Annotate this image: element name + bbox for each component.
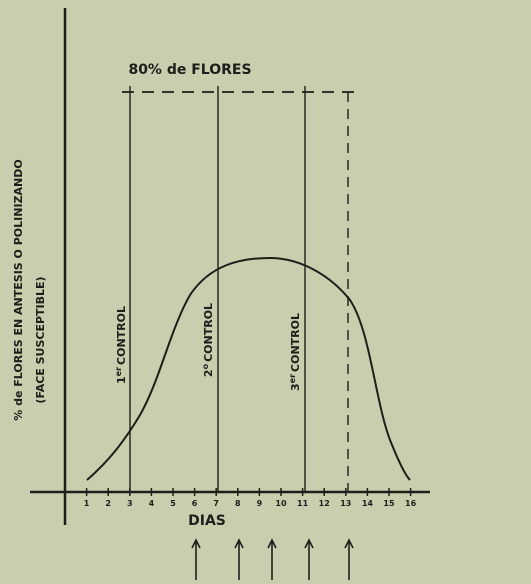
arrow bbox=[267, 538, 277, 580]
arrow bbox=[191, 538, 201, 580]
control-number: 2 bbox=[202, 369, 215, 377]
control-label: 3er CONTROL bbox=[288, 313, 302, 391]
x-tick-label: 14 bbox=[362, 499, 374, 508]
control-suffix: er bbox=[288, 374, 297, 383]
arrow bbox=[234, 538, 244, 580]
control-word: CONTROL bbox=[289, 313, 302, 372]
control-number: 1 bbox=[115, 376, 128, 384]
x-tick-label: 1 bbox=[84, 499, 90, 508]
x-tick-label: 6 bbox=[192, 499, 198, 508]
control-label: 1er CONTROL bbox=[114, 306, 128, 384]
x-tick-label: 16 bbox=[405, 499, 417, 508]
flowering-curve bbox=[86, 256, 411, 481]
arrow bbox=[344, 538, 354, 580]
control-label: 2oCONTROL bbox=[201, 303, 215, 377]
y-axis-label: % de FLORES EN ANTESIS O POLINIZANDO bbox=[12, 159, 25, 420]
x-tick-label: 9 bbox=[257, 499, 263, 508]
control-word: CONTROL bbox=[115, 306, 128, 365]
x-tick-label: 4 bbox=[149, 499, 155, 508]
arrows bbox=[191, 538, 354, 580]
x-tick-label: 8 bbox=[235, 499, 241, 508]
control-suffix: o bbox=[201, 363, 210, 369]
y-axis-label: (FACE SUSCEPTIBLE) bbox=[34, 276, 47, 403]
x-axis-label: DIAS bbox=[188, 513, 226, 529]
title: 80% de FLORES bbox=[128, 62, 251, 78]
x-tick-label: 12 bbox=[319, 499, 330, 508]
x-tick-label: 5 bbox=[170, 499, 176, 508]
x-tick-label: 2 bbox=[105, 499, 111, 508]
x-tick-label: 13 bbox=[340, 499, 351, 508]
x-tick-label: 11 bbox=[297, 499, 309, 508]
x-tick-label: 3 bbox=[127, 499, 133, 508]
x-tick-label: 7 bbox=[213, 499, 219, 508]
control-suffix: er bbox=[114, 367, 123, 376]
control-number: 3 bbox=[289, 383, 302, 391]
arrow bbox=[304, 538, 314, 580]
x-tick-label: 10 bbox=[275, 499, 287, 508]
x-tick-label: 15 bbox=[383, 499, 395, 508]
control-word: CONTROL bbox=[202, 303, 215, 362]
